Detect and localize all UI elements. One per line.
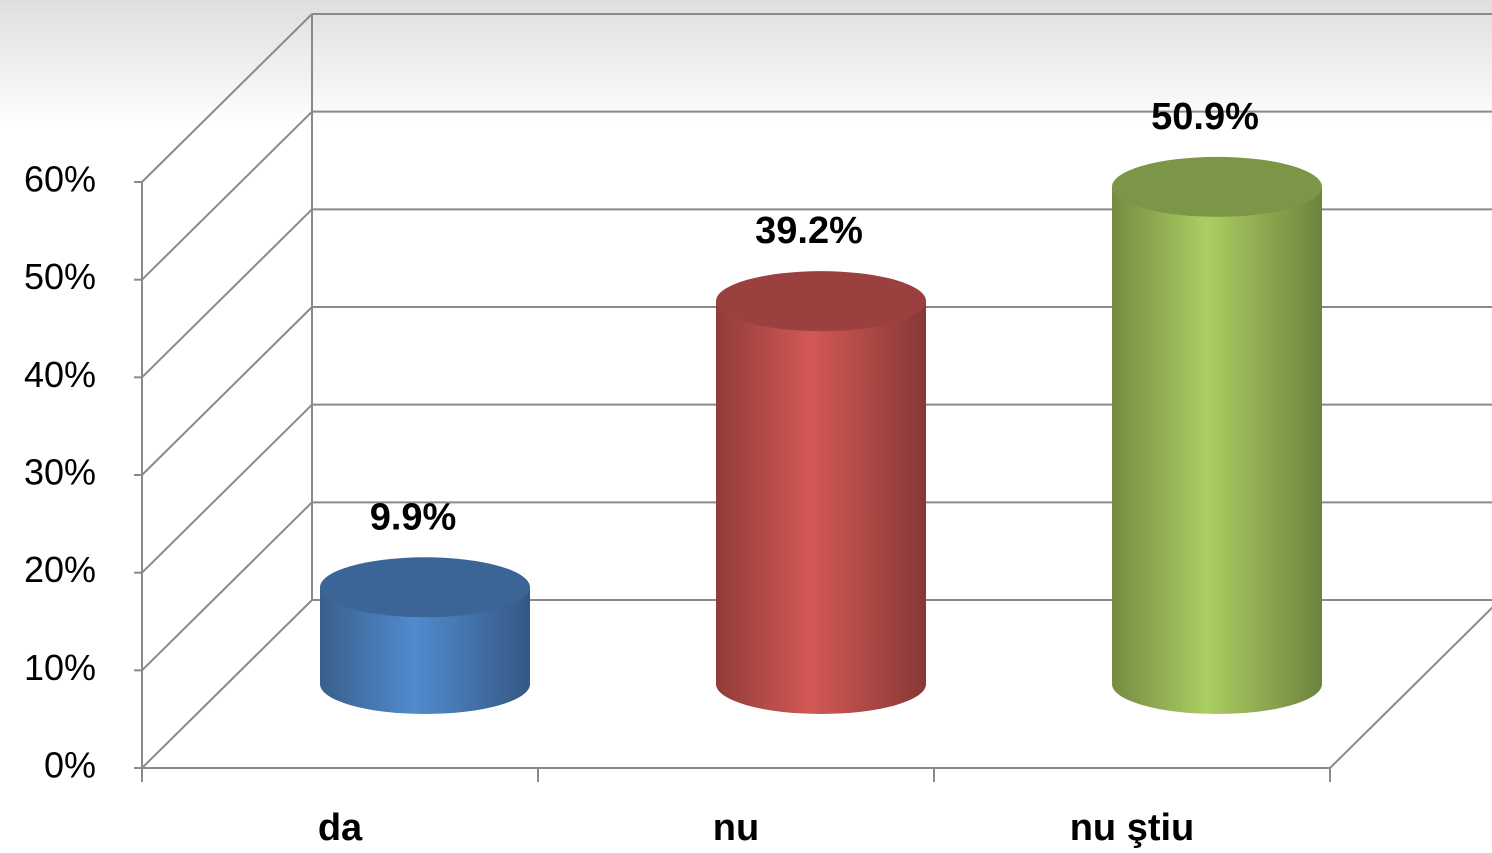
grid-line (141, 599, 313, 769)
cylinder-top (320, 557, 530, 618)
y-tick-label: 50% (24, 256, 96, 297)
x-tick-label: nu ştiu (1070, 807, 1195, 849)
floor-side (1329, 606, 1492, 769)
y-tick-label: 0% (44, 745, 96, 786)
data-label: 9.9% (370, 496, 457, 538)
x-tick-label: nu (713, 807, 759, 849)
y-tick-label: 20% (24, 549, 96, 590)
cylinder-body (320, 587, 530, 714)
grid-line (141, 501, 313, 672)
grid-line (141, 306, 313, 476)
grid-line (141, 110, 313, 281)
cylinder-top (716, 271, 926, 332)
data-label: 50.9% (1151, 96, 1259, 138)
y-tick-label: 10% (24, 647, 96, 688)
y-tick-label: 60% (24, 159, 96, 200)
cylinder-top (1112, 156, 1322, 217)
cylinder-body (716, 301, 926, 714)
data-label: 39.2% (755, 210, 863, 252)
grid-line (141, 208, 313, 379)
grid-line (141, 403, 313, 574)
x-tick-label: da (318, 807, 363, 849)
y-tick-label: 30% (24, 452, 96, 493)
grid-line (141, 13, 313, 183)
y-tick-label: 40% (24, 354, 96, 395)
cylinder-body (1112, 186, 1322, 715)
